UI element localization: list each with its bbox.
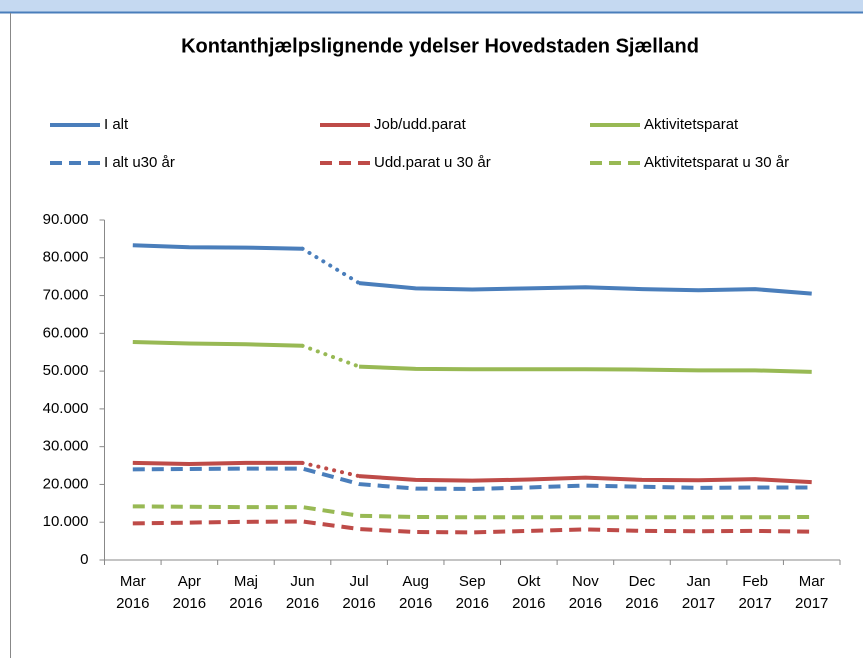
dotted-connector xyxy=(300,343,362,369)
series-line xyxy=(132,243,812,296)
chart-title: Kontanthjælpslignende ydelser Hovedstade… xyxy=(181,35,699,57)
x-tick-label: Maj xyxy=(234,573,258,590)
x-tick-label: 2017 xyxy=(738,595,771,612)
y-tick-label: 50.000 xyxy=(43,362,89,379)
x-tick-label: 2016 xyxy=(456,595,489,612)
y-tick-label: 60.000 xyxy=(43,324,89,341)
x-tick-label: 2016 xyxy=(625,595,658,612)
x-tick-label: Feb xyxy=(742,573,768,590)
x-tick-label: Mar xyxy=(799,573,825,590)
x-tick-label: 2016 xyxy=(512,595,545,612)
series-line xyxy=(132,340,812,374)
y-tick-label: 0 xyxy=(80,551,88,568)
x-tick-label: 2017 xyxy=(682,595,715,612)
y-tick-label: 80.000 xyxy=(43,249,89,266)
x-tick-label: Apr xyxy=(178,573,201,590)
x-tick-label: Jan xyxy=(686,573,710,590)
legend-label: Aktivitetsparat u 30 år xyxy=(644,154,789,171)
x-tick-label: 2016 xyxy=(173,595,206,612)
y-tick-label: 10.000 xyxy=(43,513,89,530)
top-bar xyxy=(0,0,863,12)
y-tick-label: 90.000 xyxy=(43,211,89,228)
legend-label: Aktivitetsparat xyxy=(644,116,739,133)
series-line xyxy=(132,504,812,520)
y-tick-label: 20.000 xyxy=(43,475,89,492)
x-tick-label: Aug xyxy=(402,573,429,590)
x-tick-label: Nov xyxy=(572,573,599,590)
x-tick-label: 2017 xyxy=(795,595,828,612)
y-tick-label: 30.000 xyxy=(43,438,89,455)
legend-label: Job/udd.parat xyxy=(374,116,467,133)
x-tick-label: Jun xyxy=(290,573,314,590)
y-tick-label: 40.000 xyxy=(43,400,89,417)
x-tick-label: Jul xyxy=(350,573,369,590)
x-tick-label: 2016 xyxy=(286,595,319,612)
x-tick-label: 2016 xyxy=(399,595,432,612)
legend-label: I alt u30 år xyxy=(104,154,175,171)
legend-label: I alt xyxy=(104,116,129,133)
series-line xyxy=(132,460,812,485)
x-tick-label: Okt xyxy=(517,573,541,590)
series-line xyxy=(132,519,812,535)
y-tick-label: 70.000 xyxy=(43,287,89,304)
dotted-connector xyxy=(300,460,362,479)
x-tick-label: 2016 xyxy=(116,595,149,612)
dotted-connector xyxy=(300,246,362,286)
legend-label: Udd.parat u 30 år xyxy=(374,154,491,171)
x-tick-label: 2016 xyxy=(229,595,262,612)
x-tick-label: 2016 xyxy=(342,595,375,612)
x-tick-label: Sep xyxy=(459,573,486,590)
x-tick-label: Mar xyxy=(120,573,146,590)
x-tick-label: Dec xyxy=(629,573,656,590)
x-tick-label: 2016 xyxy=(569,595,602,612)
